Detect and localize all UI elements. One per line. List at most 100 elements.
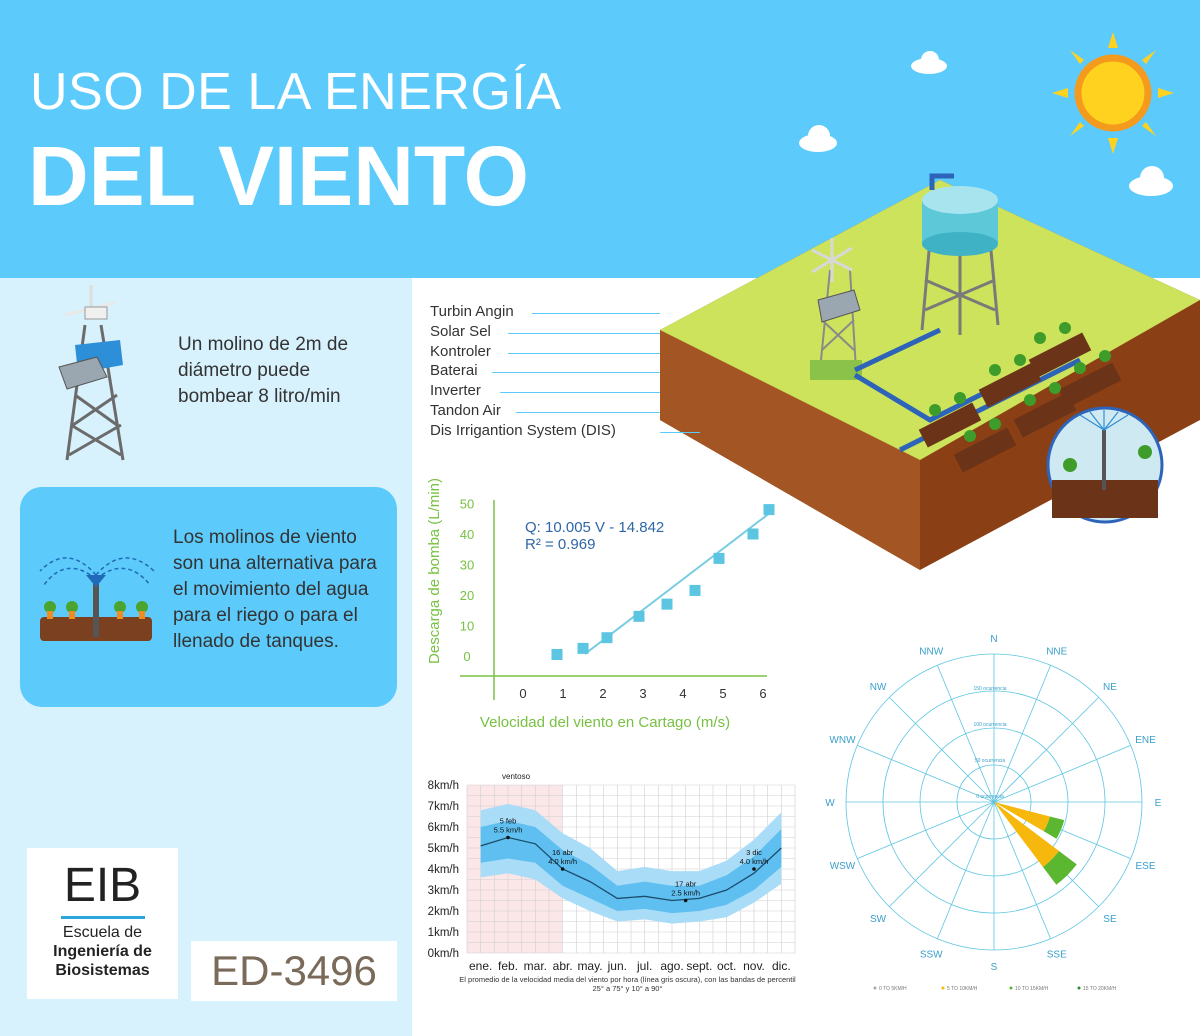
- band-25-75: [480, 820, 782, 914]
- area-ticks: 0km/h 1km/h 2km/h 3km/h 4km/h 5km/h 6km/h 7km/h…: [428, 780, 791, 973]
- rose-direction-label: W: [825, 798, 835, 809]
- rose-direction-label: SSW: [920, 950, 943, 961]
- component-leader-line: [508, 332, 660, 334]
- annotation-date: 17 abr: [675, 880, 697, 889]
- logo-line-3: Biosistemas: [55, 962, 150, 979]
- scatter-r2: R² = 0.969: [525, 536, 595, 553]
- rose-spoke: [889, 801, 995, 907]
- scatter-point: [633, 610, 645, 622]
- rose-direction-label: NNE: [1046, 646, 1067, 657]
- rose-direction-label: SSE: [1047, 950, 1067, 961]
- annotation-point: [506, 835, 510, 840]
- scatter-equation: Q: 10.005 V - 14.842: [525, 519, 664, 536]
- scatter-x-tick: 6: [759, 686, 766, 701]
- annotation-point: [752, 867, 756, 871]
- info-card: [20, 487, 397, 707]
- annotation-value: 4.0 km/h: [740, 857, 769, 866]
- title-line-2: DEL VIENTO: [28, 129, 530, 223]
- annotation-value: 5.5 km/h: [494, 826, 523, 835]
- rose-direction-label: NE: [1103, 682, 1117, 693]
- area-x-tick: abr.: [553, 959, 573, 973]
- scatter-y-axis-label: Descarga de bomba (L/min): [426, 478, 443, 664]
- legend-label: 0 TO 5KM/H: [879, 986, 907, 992]
- water-tank-icon: [920, 173, 1000, 335]
- eib-logo: EIB Escuela de Ingeniería de Biosistemas: [27, 848, 178, 999]
- area-x-tick: jul.: [636, 959, 652, 973]
- area-x-tick: sept.: [686, 959, 712, 973]
- logo-underline: [61, 916, 145, 919]
- logo-line-2: Ingeniería de: [53, 943, 152, 960]
- irrigation-detail-icon: [1046, 406, 1164, 524]
- component-leader-line: [508, 352, 660, 354]
- annotation-date: 3 dic: [746, 848, 762, 857]
- rose-ring-label: 50 ocurrencia: [975, 758, 1006, 764]
- component-leader-line: [532, 313, 660, 314]
- component-label: Tandon Air: [430, 402, 501, 419]
- rose-ring-label: 150 ocurrencia: [973, 686, 1006, 692]
- rose-direction-label: S: [991, 962, 998, 973]
- legend-swatch: [1077, 986, 1081, 990]
- rose-spoke: [936, 665, 995, 803]
- rose-direction-label: ESE: [1136, 861, 1156, 872]
- scatter-y-tick: 0: [463, 649, 470, 664]
- scatter-x-tick: 1: [559, 686, 566, 701]
- rose-direction-label: NW: [870, 682, 887, 693]
- component-leader-line: [660, 431, 700, 433]
- rose-labels: N NNE NE ENE E ESE SE SSE S SSW SW WSW W WNW NW NNW 0 oc…: [825, 634, 1161, 973]
- scatter-y-tick: 50: [460, 497, 474, 512]
- cloud-icon: [799, 125, 837, 152]
- legend-label: 10 TO 15KM/H: [1015, 986, 1049, 992]
- rose-spoke: [857, 744, 995, 803]
- scatter-y-tick: 20: [460, 588, 474, 603]
- logo-acronym: EIB: [63, 859, 142, 912]
- legend-swatch: [941, 986, 945, 990]
- rose-direction-label: WNW: [829, 735, 856, 746]
- area-y-tick: 1km/h: [428, 927, 459, 939]
- rose-direction-label: NNW: [919, 646, 943, 657]
- scatter-x-tick: 3: [639, 686, 646, 701]
- rose-ring-label: 0 ocurrencia: [976, 794, 1004, 800]
- document-code: ED-3496: [211, 947, 377, 994]
- area-x-tick: ago.: [660, 959, 683, 973]
- windmill-tower-icon: [58, 285, 125, 461]
- sun-icon: [1052, 32, 1174, 154]
- area-x-tick: may.: [577, 959, 602, 973]
- rose-bar: [994, 802, 1060, 868]
- rose-bar: [1042, 850, 1077, 885]
- scatter-x-tick: 2: [599, 686, 606, 701]
- area-y-tick: 4km/h: [428, 864, 459, 876]
- scatter-y-tick: 40: [460, 527, 474, 542]
- area-y-tick: 7km/h: [428, 801, 459, 813]
- area-y-tick: 6km/h: [428, 822, 459, 834]
- rose-direction-label: N: [990, 634, 997, 645]
- annotation-value: 2.5 km/h: [671, 889, 700, 898]
- cloud-icon: [911, 51, 947, 74]
- annotation-date: 5 feb: [500, 817, 517, 826]
- scatter-point: [763, 504, 775, 516]
- component-label: Inverter: [430, 382, 481, 400]
- logo-line-1: Escuela de: [62, 924, 143, 941]
- wind-rose-chart: N NNE NE ENE E ESE SE SSE S SSW SW WSW W WNW NW NNW 0 oc…: [825, 634, 1161, 992]
- scatter-y-tick: 10: [460, 619, 474, 634]
- area-y-tick: 8km/h: [428, 780, 459, 792]
- scatter-x-tick: 4: [679, 686, 686, 701]
- scatter-trendline: [584, 511, 772, 655]
- scatter-point: [601, 632, 613, 644]
- scatter-x-tick: 5: [719, 686, 726, 701]
- area-x-tick: ene.: [469, 959, 492, 973]
- rose-direction-label: ENE: [1135, 735, 1156, 746]
- scatter-point: [551, 648, 563, 660]
- scatter-point: [713, 552, 725, 564]
- component-label: Dis Irrigantion System (DIS): [430, 421, 616, 439]
- area-x-tick: nov.: [743, 959, 765, 973]
- windmill-icon: [810, 238, 862, 380]
- rose-spoke: [993, 744, 1131, 803]
- rose-spoke: [993, 697, 1099, 803]
- component-leader-line: [492, 372, 660, 374]
- area-x-tick: feb.: [498, 959, 518, 973]
- annotation-value: 4.0 km/h: [548, 857, 577, 866]
- component-leader-line: [516, 412, 660, 413]
- component-label: Kontroler: [430, 342, 491, 360]
- card-text: Los molinos de viento son una alternativ…: [173, 527, 377, 652]
